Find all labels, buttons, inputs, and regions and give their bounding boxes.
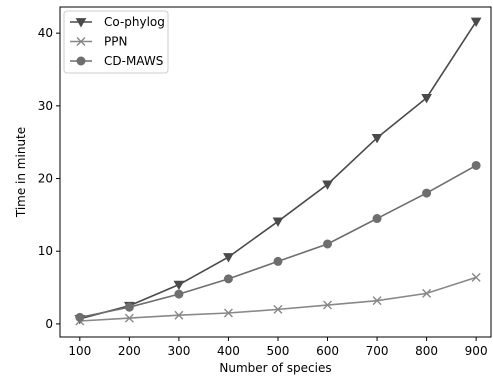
x-tick-label: 200 <box>118 344 141 358</box>
legend-label: Co-phylog <box>104 15 165 29</box>
legend-marker-ppn <box>76 37 86 46</box>
legend-marker-co-phylog <box>75 18 87 28</box>
data-point-cd-maws <box>223 274 233 284</box>
legend: Co-phylog PPN CD-MAWS <box>63 10 169 74</box>
y-axis: 0 10 20 30 40 <box>38 26 60 331</box>
data-point-co-phylog <box>223 253 234 263</box>
data-point-co-phylog <box>421 93 432 104</box>
x-stroke <box>323 300 333 310</box>
data-point-ppn <box>223 308 233 318</box>
data-point-ppn <box>273 304 283 314</box>
y-tick-label: 40 <box>38 26 53 40</box>
x-stroke <box>76 37 86 46</box>
legend-items: Co-phylog PPN CD-MAWS <box>70 15 165 68</box>
data-point-cd-maws <box>75 312 85 322</box>
x-tick-label: 500 <box>267 344 290 358</box>
x-stroke <box>372 296 382 306</box>
x-axis-label: Number of species <box>219 361 331 375</box>
data-point-cd-maws <box>174 289 184 299</box>
x-tick-label: 300 <box>167 344 190 358</box>
x-tick-label: 900 <box>465 344 488 358</box>
y-tick-label: 10 <box>38 244 53 258</box>
x-axis: 100 200 300 400 500 600 700 800 900 <box>68 337 488 358</box>
data-point-co-phylog <box>322 180 333 190</box>
data-point-ppn <box>372 296 382 306</box>
data-point-ppn <box>174 310 184 320</box>
data-point-co-phylog <box>272 217 284 227</box>
data-point-ppn <box>471 272 481 282</box>
x-tick-label: 700 <box>366 344 389 358</box>
data-point-ppn <box>124 313 134 323</box>
x-tick-label: 400 <box>217 344 240 358</box>
legend-box <box>63 10 169 74</box>
data-point-ppn <box>422 288 432 298</box>
data-point-ppn <box>323 300 333 310</box>
x-stroke <box>422 288 432 298</box>
data-point-cd-maws <box>124 302 134 312</box>
x-tick-label: 800 <box>415 344 438 358</box>
x-stroke <box>273 304 283 314</box>
legend-label: CD-MAWS <box>104 54 163 68</box>
y-axis-label: Time in minute <box>14 127 28 218</box>
legend-item-ppn: PPN <box>70 35 127 49</box>
x-tick-label: 600 <box>316 344 339 358</box>
data-point-cd-maws <box>273 256 283 266</box>
legend-item-cd-maws: CD-MAWS <box>70 54 163 68</box>
x-tick-label: 100 <box>68 344 91 358</box>
y-tick-label: 30 <box>38 99 53 113</box>
series-cd-maws <box>75 160 481 322</box>
y-tick-label: 0 <box>45 317 53 331</box>
legend-item-co-phylog: Co-phylog <box>70 15 165 29</box>
data-point-co-phylog <box>173 280 185 291</box>
y-tick-label: 20 <box>38 172 53 186</box>
series-layer <box>74 17 482 326</box>
x-stroke <box>223 308 233 318</box>
data-point-co-phylog <box>371 133 383 144</box>
legend-marker-cd-maws <box>76 56 86 66</box>
data-point-cd-maws <box>372 214 382 224</box>
data-point-cd-maws <box>471 160 481 170</box>
data-point-cd-maws <box>323 239 333 249</box>
data-point-cd-maws <box>422 188 432 198</box>
data-point-co-phylog <box>470 17 482 28</box>
x-stroke <box>471 272 481 282</box>
x-stroke <box>124 313 134 323</box>
legend-label: PPN <box>104 35 127 49</box>
x-stroke <box>174 310 184 320</box>
